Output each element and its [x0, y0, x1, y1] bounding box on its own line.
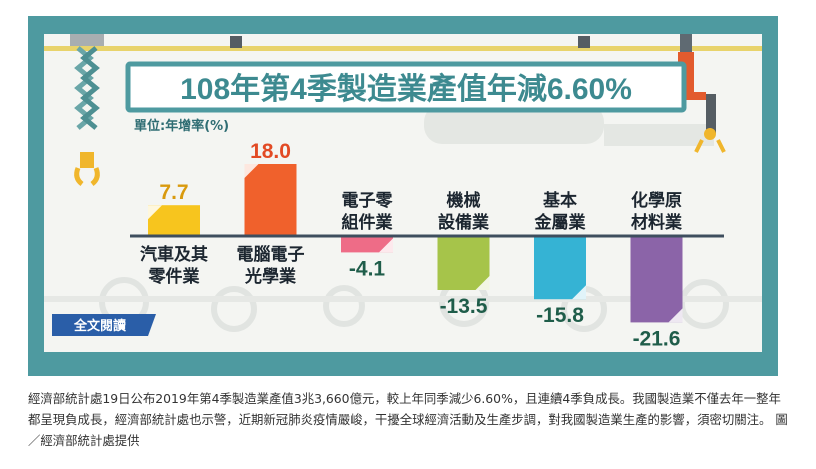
bar-4 [437, 236, 490, 290]
bar-2 [244, 164, 297, 236]
bar-fold-accent-3 [379, 238, 393, 253]
category-label-6-line-2: 材料業 [631, 212, 682, 233]
bolt-decorations [230, 36, 590, 48]
category-label-2-line-1: 電腦電子 [237, 244, 305, 265]
bar-3 [341, 236, 393, 253]
category-label-5-line-1: 基本 [542, 190, 577, 211]
value-label-4: -13.5 [440, 295, 488, 318]
bar-6 [630, 236, 683, 323]
title-banner: 108年第4季製造業產值年減6.60% [125, 61, 687, 113]
bar-fold-accent-5 [572, 285, 586, 300]
category-label-2-line-2: 光學業 [244, 266, 296, 287]
bars-group [148, 164, 683, 323]
chart-panel: 108年第4季製造業產值年減6.60% 單位:年增率(%) 7.7 18.0 -4.… [44, 34, 762, 352]
category-label-1-line-1: 汽車及其 [140, 244, 208, 265]
bar-fold-accent-1 [148, 205, 162, 220]
category-label-1-line-2: 零件業 [148, 266, 200, 287]
value-label-2: 18.0 [250, 140, 291, 163]
value-label-5: -15.8 [536, 304, 584, 327]
chart-title: 108年第4季製造業產值年減6.60% [180, 72, 632, 106]
category-label-4-line-2: 設備業 [438, 212, 489, 233]
bar-5 [534, 236, 586, 300]
category-label-3-line-1: 電子零 [342, 191, 394, 211]
category-label-3-line-2: 組件業 [342, 212, 393, 233]
value-labels-group: 7.7 18.0 -4.1 -13.5 -15.8 -21.6 [159, 140, 680, 350]
figure-caption: 經濟部統計處19日公布2019年第4季製造業產值3兆3,660億元，較上年同季減… [28, 391, 788, 448]
y-axis-unit-label: 單位:年增率(%) [134, 118, 229, 134]
category-label-5-line-2: 金屬業 [534, 212, 586, 233]
category-label-6-line-1: 化學原 [631, 190, 682, 211]
value-label-1: 7.7 [159, 181, 188, 204]
read-more-button[interactable]: 全文閱讀 [52, 314, 156, 336]
bar-fold-accent-6 [668, 308, 683, 323]
infographic: 108年第4季製造業產值年減6.60% 單位:年增率(%) 7.7 18.0 -4.… [28, 16, 778, 376]
crane-claw-left-decoration [70, 34, 104, 186]
bar-fold-accent-4 [475, 276, 490, 290]
value-label-6: -21.6 [633, 327, 681, 350]
read-more-label: 全文閱讀 [73, 318, 126, 334]
factory-background-decoration [44, 46, 762, 332]
category-label-4-line-1: 機械 [447, 190, 481, 211]
bar-fold-accent-2 [244, 164, 259, 178]
value-label-3: -4.1 [349, 257, 386, 280]
bar-chart: 108年第4季製造業產值年減6.60% 單位:年增率(%) 7.7 18.0 -4.… [44, 34, 762, 350]
